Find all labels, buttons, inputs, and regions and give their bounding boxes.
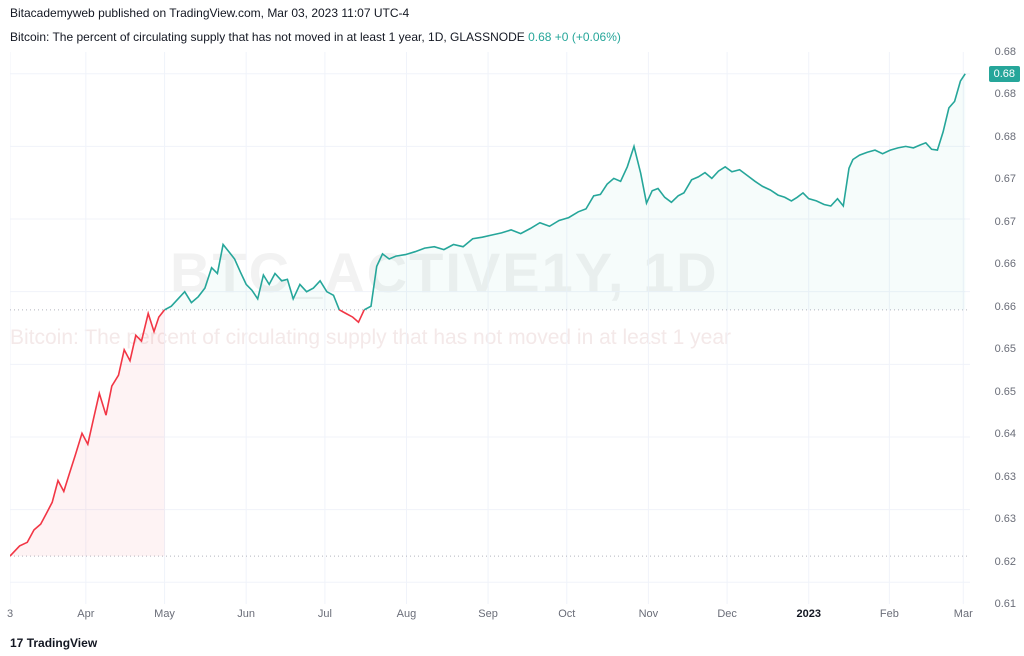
x-tick: Jul (318, 608, 332, 620)
y-tick: 0.65 (995, 386, 1016, 398)
change-abs: +0 (555, 30, 569, 44)
x-tick: 2023 (796, 608, 820, 620)
y-axis: 0.610.620.630.630.640.650.650.660.660.67… (972, 52, 1020, 604)
y-tick: 0.68 (995, 131, 1016, 143)
x-tick: Mar (954, 608, 973, 620)
y-tick: 0.65 (995, 343, 1016, 355)
timestamp: Mar 03, 2023 11:07 UTC-4 (267, 6, 409, 20)
x-tick: Sep (478, 608, 498, 620)
x-tick: Apr (77, 608, 94, 620)
publish-line: Bitacademyweb published on TradingView.c… (10, 6, 409, 20)
y-tick: 0.68 (995, 88, 1016, 100)
interval: 1D (428, 30, 443, 44)
chart-title-line: Bitcoin: The percent of circulating supp… (10, 30, 621, 44)
y-tick: 0.66 (995, 301, 1016, 313)
y-tick: 0.66 (995, 258, 1016, 270)
y-tick: 0.64 (995, 428, 1016, 440)
y-tick: 0.63 (995, 471, 1016, 483)
tradingview-logo: 17 TradingView (10, 636, 97, 650)
x-tick: Nov (639, 608, 659, 620)
x-tick: Oct (558, 608, 575, 620)
change-pct: (+0.06%) (572, 30, 621, 44)
x-tick: Jun (237, 608, 255, 620)
x-tick: 3 (7, 608, 13, 620)
publisher: Bitacademyweb (10, 6, 95, 20)
x-tick: Feb (880, 608, 899, 620)
y-tick: 0.67 (995, 216, 1016, 228)
last-price-tag: 0.68 (989, 66, 1020, 82)
x-tick: May (154, 608, 175, 620)
series-name: Bitcoin: The percent of circulating supp… (10, 30, 421, 44)
x-tick: Aug (397, 608, 417, 620)
y-tick: 0.63 (995, 513, 1016, 525)
last-value: 0.68 (528, 30, 551, 44)
y-tick: 0.67 (995, 173, 1016, 185)
y-tick: 0.61 (995, 598, 1016, 610)
x-tick: Dec (717, 608, 737, 620)
y-tick: 0.62 (995, 556, 1016, 568)
chart-plot[interactable] (10, 52, 970, 604)
y-tick: 0.68 (995, 46, 1016, 58)
x-axis: 3 Apr May Jun Jul Aug Sep Oct Nov Dec 2023 Feb Mar (10, 606, 970, 626)
site: TradingView.com (169, 6, 260, 20)
source: GLASSNODE (450, 30, 525, 44)
